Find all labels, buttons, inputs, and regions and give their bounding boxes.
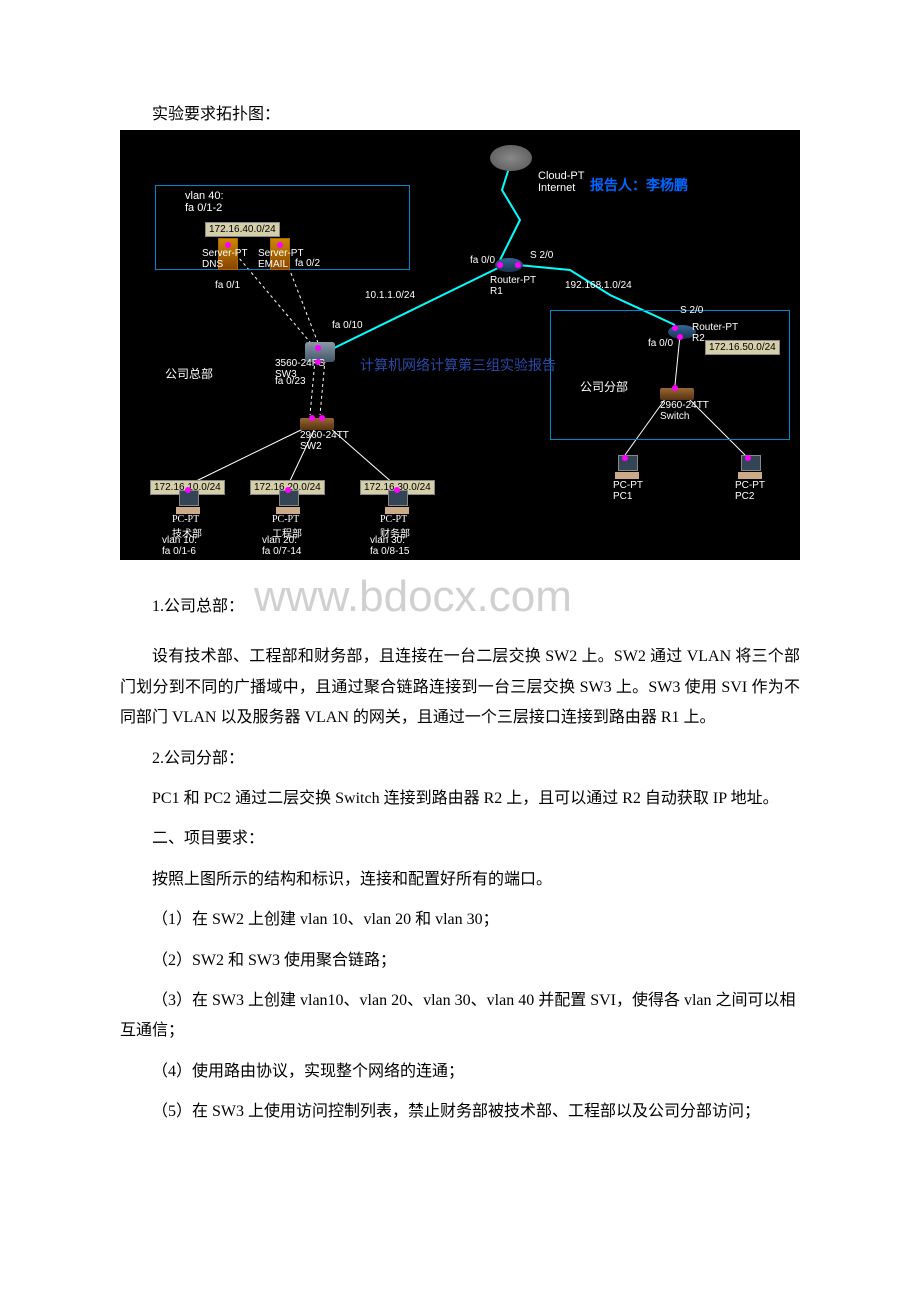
link-dot — [285, 487, 291, 493]
req-4: （4）使用路由协议，实现整个网络的连通； — [120, 1057, 800, 1087]
vlan20-label: vlan 20: fa 0/7-14 — [262, 535, 301, 557]
port-r2-s20: S 2/0 — [680, 305, 703, 316]
req-5: （5）在 SW3 上使用访问控制列表，禁止财务部被技术部、工程部以及公司分部访问… — [120, 1097, 800, 1127]
link-dot — [622, 455, 628, 461]
para-1: 设有技术部、工程部和财务部，且连接在一台二层交换 SW2 上。SW2 通过 VL… — [120, 642, 800, 733]
req-1: （1）在 SW2 上创建 vlan 10、vlan 20 和 vlan 30； — [120, 905, 800, 935]
router-r1-label: Router-PT R1 — [490, 275, 536, 297]
link-dot — [315, 359, 321, 365]
net-2-label: 192.168.1.0/24 — [565, 280, 632, 291]
pc-fin-icon — [385, 490, 409, 514]
link-dot — [745, 455, 751, 461]
vlan40-label: vlan 40: fa 0/1-2 — [185, 190, 224, 214]
ip-box-5: 172.16.50.0/24 — [705, 340, 780, 355]
port-fa023: fa 0/23 — [275, 376, 306, 387]
req-2: （2）SW2 和 SW3 使用聚合链路； — [120, 946, 800, 976]
hq-label: 公司总部 — [165, 365, 213, 382]
link-dot — [319, 415, 325, 421]
heading-3: 二、项目要求： — [120, 824, 800, 854]
link-dot — [394, 487, 400, 493]
intro-text: 实验要求拓扑图： — [120, 100, 800, 124]
vlan10-label: vlan 10: fa 0/1-6 — [162, 535, 197, 557]
switch-branch-label: 2960-24TT Switch — [660, 400, 709, 422]
port-fa010: fa 0/10 — [332, 320, 363, 331]
heading-1-wrap: 1.公司总部： www.bdocx.com — [120, 572, 800, 632]
pc-eng-icon — [276, 490, 300, 514]
sw2-icon — [300, 418, 334, 430]
link-dot — [309, 415, 315, 421]
link-dot — [515, 262, 521, 268]
pc-tech-icon — [176, 490, 200, 514]
link-dot — [277, 242, 283, 248]
vlan30-label: vlan 30: fa 0/8-15 — [370, 535, 409, 557]
heading-2: 2.公司分部： — [120, 744, 800, 774]
topology-diagram: Cloud-PT Internet 报告人：李杨鹏 vlan 40: fa 0/… — [120, 130, 800, 560]
watermark-text: www.bdocx.com — [254, 572, 572, 622]
port-fa02: fa 0/2 — [295, 258, 320, 269]
port-r1-fa00: fa 0/0 — [470, 255, 495, 266]
cloud-label: Cloud-PT Internet — [538, 170, 584, 194]
link-dot — [225, 242, 231, 248]
link-dot — [677, 334, 683, 340]
heading-1: 1.公司总部： — [120, 592, 244, 622]
reporter-label: 报告人：李杨鹏 — [590, 175, 688, 195]
ip-box-1: 172.16.40.0/24 — [205, 222, 280, 237]
pc2-label: PC-PT PC2 — [735, 480, 765, 502]
sw2-label: 2960-24TT SW2 — [300, 430, 349, 452]
link-dot — [672, 325, 678, 331]
cloud-icon — [490, 145, 532, 171]
link-dot — [497, 262, 503, 268]
para-3: 按照上图所示的结构和标识，连接和配置好所有的端口。 — [120, 865, 800, 895]
diagram-center-title: 计算机网络计算第三组实验报告 — [360, 355, 556, 375]
branch-label: 公司分部 — [580, 378, 628, 395]
port-r2-fa00: fa 0/0 — [648, 338, 673, 349]
port-r1-s20: S 2/0 — [530, 250, 553, 261]
link-dot — [672, 385, 678, 391]
link-dot — [185, 487, 191, 493]
server-dns-label: Server-PT DNS — [202, 248, 248, 270]
pc1-label: PC-PT PC1 — [613, 480, 643, 502]
para-2: PC1 和 PC2 通过二层交换 Switch 连接到路由器 R2 上，且可以通… — [120, 784, 800, 814]
port-fa01: fa 0/1 — [215, 280, 240, 291]
net-1-label: 10.1.1.0/24 — [365, 290, 415, 301]
req-3: （3）在 SW3 上创建 vlan10、vlan 20、vlan 30、vlan… — [120, 986, 800, 1047]
link-dot — [315, 345, 321, 351]
